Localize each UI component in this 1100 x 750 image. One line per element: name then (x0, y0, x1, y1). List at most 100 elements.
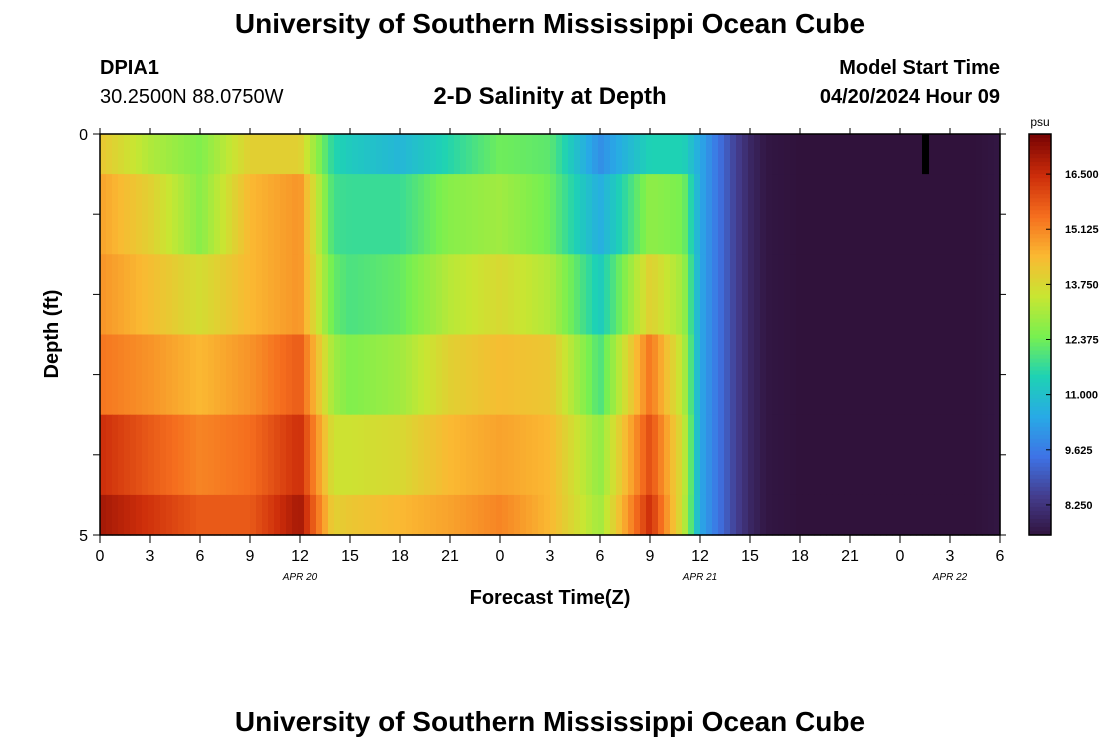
colorbar-swatch (1029, 242, 1051, 247)
heatmap-cell (580, 134, 587, 175)
heatmap-cell (814, 254, 821, 336)
heatmap-cell (784, 134, 791, 175)
heatmap-cell (760, 254, 767, 336)
heatmap-cell (826, 174, 833, 255)
colorbar-tick-label: 15.125 (1065, 224, 1099, 236)
heatmap-cell (802, 174, 809, 255)
heatmap-cell (652, 494, 659, 536)
heatmap-cell (742, 494, 749, 536)
heatmap-cell (724, 134, 731, 175)
heatmap-cell (880, 174, 887, 255)
heatmap-cell (238, 334, 245, 416)
heatmap-cell (922, 414, 929, 496)
heatmap-cell (424, 174, 431, 255)
heatmap-cell (466, 334, 473, 416)
colorbar-swatch (1029, 386, 1051, 392)
heatmap-cell (562, 254, 569, 336)
heatmap-cell (778, 414, 785, 496)
heatmap-cell (166, 134, 173, 175)
heatmap-cell (790, 414, 797, 496)
heatmap-cell (838, 254, 845, 336)
heatmap-cell (598, 494, 605, 536)
heatmap-cell (742, 334, 749, 416)
heatmap-cell (310, 134, 317, 175)
station-coordinates: 30.2500N 88.0750W (100, 86, 284, 108)
heatmap-cell (580, 174, 587, 255)
colorbar-swatch (1029, 330, 1051, 336)
x-date-label: APR 20 (282, 572, 318, 583)
heatmap-cell (166, 174, 173, 255)
heatmap-cell (466, 174, 473, 255)
colorbar-swatch (1029, 250, 1051, 255)
heatmap-cell (298, 254, 305, 336)
heatmap-cell (970, 254, 977, 336)
colorbar-swatch (1029, 346, 1051, 352)
heatmap-cell (286, 134, 293, 175)
heatmap-cell (388, 494, 395, 536)
heatmap-cell (160, 494, 167, 536)
heatmap-cell (994, 174, 1001, 255)
heatmap-cell (964, 134, 971, 175)
heatmap-cell (442, 494, 449, 536)
heatmap-cell (316, 174, 323, 255)
heatmap-cell (964, 494, 971, 536)
y-tick-label: 0 (79, 127, 88, 144)
heatmap-cell (208, 494, 215, 536)
heatmap-cell (622, 334, 629, 416)
heatmap-cell (514, 174, 521, 255)
heatmap-cell (130, 254, 137, 336)
heatmap-cell (940, 254, 947, 336)
colorbar-swatch (1029, 318, 1051, 324)
heatmap-cell (424, 414, 431, 496)
colorbar-swatch (1029, 518, 1051, 524)
heatmap-cell (712, 494, 719, 536)
heatmap-cell (412, 414, 419, 496)
heatmap-cell (814, 134, 821, 175)
heatmap-cell (934, 254, 941, 336)
heatmap-cell (976, 334, 983, 416)
heatmap-cell (436, 414, 443, 496)
heatmap-cell (394, 174, 401, 255)
heatmap-cell (400, 174, 407, 255)
x-tick-label: 12 (691, 548, 709, 565)
heatmap-cell (454, 334, 461, 416)
heatmap-cell (574, 334, 581, 416)
heatmap-cell (262, 334, 269, 416)
heatmap-cell (988, 414, 995, 496)
heatmap-cell (934, 494, 941, 536)
colorbar-swatch (1029, 506, 1051, 512)
x-axis: 0 3 6 9 12 15 18 21 0 3 6 9 12 15 18 21 0 3 6 APR 20 APR 21 A… (96, 128, 1005, 583)
heatmap-cell (658, 414, 665, 496)
heatmap-cell (292, 494, 299, 536)
heatmap-cell (250, 254, 257, 336)
heatmap-cell (340, 254, 347, 336)
heatmap-cell (208, 334, 215, 416)
heatmap-cell (910, 254, 917, 336)
heatmap-cell (520, 134, 527, 175)
colorbar-swatch (1029, 338, 1051, 344)
heatmap-cell (520, 254, 527, 336)
heatmap-cell (508, 334, 515, 416)
heatmap-cell (898, 134, 905, 175)
heatmap-cell (364, 334, 371, 416)
heatmap-cell (790, 254, 797, 336)
heatmap-cell (232, 414, 239, 496)
heatmap-cell (562, 174, 569, 255)
heatmap-cell (826, 414, 833, 496)
heatmap-cell (508, 494, 515, 536)
heatmap-cell (628, 134, 635, 175)
heatmap-cell (874, 134, 881, 175)
heatmap-cell (142, 334, 149, 416)
heatmap-cell (604, 254, 611, 336)
heatmap-cell (442, 254, 449, 336)
heatmap-cell (382, 174, 389, 255)
heatmap-cell (526, 334, 533, 416)
heatmap-cell (982, 174, 989, 255)
heatmap-cell (826, 334, 833, 416)
heatmap-cell (364, 494, 371, 536)
heatmap-cell (220, 134, 227, 175)
heatmap-cell (952, 134, 959, 175)
colorbar-swatch (1029, 326, 1051, 332)
heatmap-cell (736, 414, 743, 496)
heatmap-cell (490, 334, 497, 416)
